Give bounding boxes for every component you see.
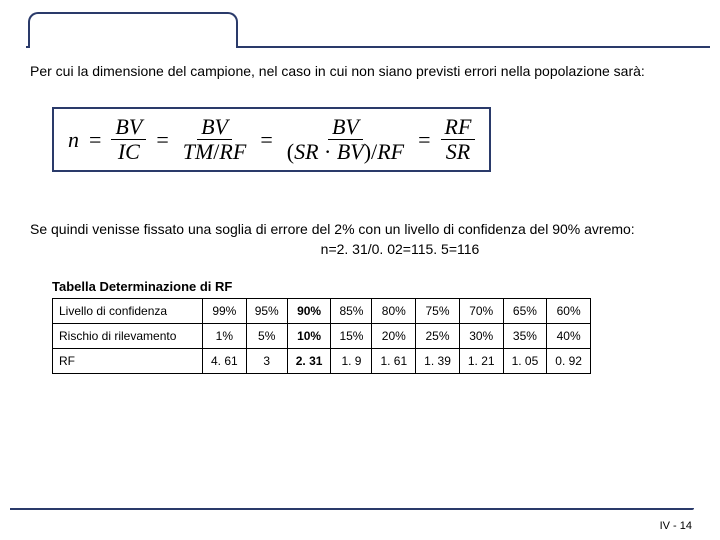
conf-cell: 80% [372,299,416,324]
conf-cell: 95% [246,299,287,324]
risk-cell: 20% [372,324,416,349]
rf-cell: 4. 61 [203,349,247,374]
conf-cell: 99% [203,299,247,324]
bottom-border [10,508,694,510]
row-label-rf: RF [53,349,203,374]
page-number: IV - 14 [660,520,692,532]
table-row-confidence: Livello di confidenza 99%95%90%85%80%75%… [53,299,591,324]
rf-cell: 2. 31 [287,349,331,374]
rf-table: Livello di confidenza 99%95%90%85%80%75%… [52,298,591,374]
equals-2: = [154,127,170,153]
table-row-risk: Rischio di rilevamento 1%5%10%15%20%25%3… [53,324,591,349]
table-row-rf: RF 4. 6132. 311. 91. 611. 391. 211. 050.… [53,349,591,374]
fraction-2: BV TM/RF [179,115,251,164]
conf-cell: 75% [416,299,460,324]
calculation-line: n=2. 31/0. 02=115. 5=116 [30,241,690,257]
equals-3: = [258,127,274,153]
fraction-4: RF SR [441,115,476,164]
rf-cell: 1. 61 [372,349,416,374]
equals-1: = [87,127,103,153]
intro-paragraph: Per cui la dimensione del campione, nel … [30,62,690,81]
risk-cell: 5% [246,324,287,349]
conf-cell: 65% [503,299,547,324]
risk-cell: 15% [331,324,372,349]
conf-cell: 60% [547,299,591,324]
formula-lhs: n [68,127,79,153]
equals-4: = [416,127,432,153]
header-tab [28,12,238,48]
conf-cell: 85% [331,299,372,324]
risk-cell: 35% [503,324,547,349]
risk-cell: 25% [416,324,460,349]
fraction-1: BV IC [111,115,146,164]
fraction-3: BV (SR · BV)/RF [283,115,408,164]
formula-box: n = BV IC = BV TM/RF = BV (SR · BV)/RF =… [52,107,491,172]
row-label-risk: Rischio di rilevamento [53,324,203,349]
table-title: Tabella Determinazione di RF [52,279,690,294]
top-border-gap [30,44,236,50]
rf-cell: 1. 21 [459,349,503,374]
slide-content: Per cui la dimensione del campione, nel … [0,62,720,374]
risk-cell: 40% [547,324,591,349]
risk-cell: 10% [287,324,331,349]
risk-cell: 30% [459,324,503,349]
rf-cell: 1. 9 [331,349,372,374]
conf-cell: 70% [459,299,503,324]
rf-cell: 3 [246,349,287,374]
mid-paragraph: Se quindi venisse fissato una soglia di … [30,220,690,239]
risk-cell: 1% [203,324,247,349]
rf-cell: 1. 39 [416,349,460,374]
formula: n = BV IC = BV TM/RF = BV (SR · BV)/RF =… [68,115,475,164]
row-label-confidence: Livello di confidenza [53,299,203,324]
conf-cell: 90% [287,299,331,324]
rf-cell: 1. 05 [503,349,547,374]
rf-cell: 0. 92 [547,349,591,374]
